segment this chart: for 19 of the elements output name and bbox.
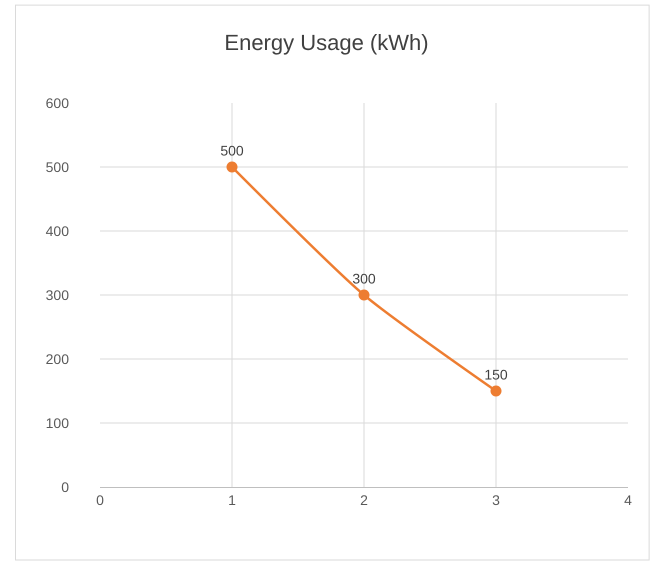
y-tick-label: 400 bbox=[46, 222, 70, 239]
x-tick-label: 3 bbox=[492, 492, 500, 508]
x-tick-label: 1 bbox=[228, 492, 236, 508]
point bbox=[226, 162, 238, 172]
point bbox=[358, 290, 370, 300]
y-tick-label: 200 bbox=[46, 350, 70, 367]
y-tick-label: 600 bbox=[46, 94, 70, 111]
x-tick-label: 2 bbox=[360, 492, 368, 508]
x-tick-label: 0 bbox=[96, 492, 104, 508]
chart-title: Energy Usage (kWh) bbox=[224, 30, 429, 56]
data-label: 500 bbox=[220, 142, 244, 159]
y-tick-label: 300 bbox=[46, 286, 70, 303]
y-tick-label: 500 bbox=[46, 158, 70, 175]
x-tick-label: 4 bbox=[624, 492, 632, 508]
y-tick-label: 100 bbox=[46, 414, 70, 431]
point bbox=[490, 386, 502, 396]
y-tick-label: 0 bbox=[61, 478, 70, 495]
data-label: 300 bbox=[352, 270, 376, 287]
data-label: 150 bbox=[484, 366, 508, 383]
